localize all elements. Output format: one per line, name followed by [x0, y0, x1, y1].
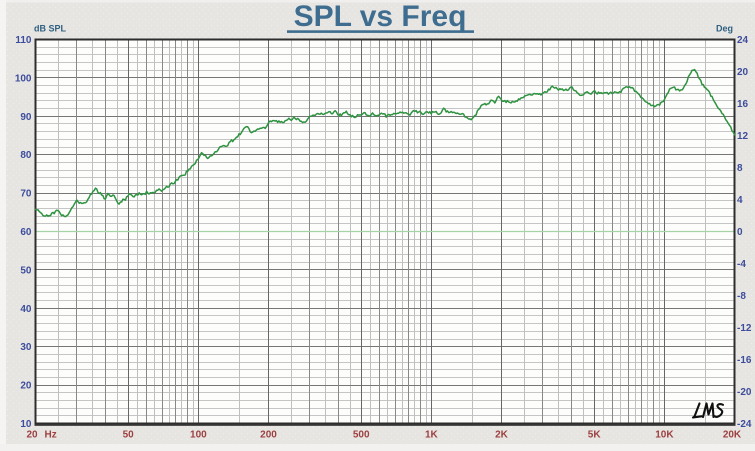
svg-text:20: 20 [26, 430, 38, 441]
svg-text:30: 30 [20, 342, 32, 353]
svg-text:4: 4 [737, 195, 743, 206]
svg-text:2K: 2K [495, 430, 509, 441]
svg-text:20K: 20K [723, 430, 742, 441]
svg-text:Hz: Hz [45, 430, 57, 441]
svg-text:0: 0 [737, 227, 743, 238]
svg-text:dB SPL: dB SPL [34, 24, 67, 34]
svg-text:100: 100 [190, 430, 207, 441]
svg-text:-24: -24 [737, 419, 752, 430]
svg-text:40: 40 [20, 304, 32, 315]
svg-text:24: 24 [737, 35, 749, 46]
svg-text:-16: -16 [737, 355, 752, 366]
svg-text:20: 20 [20, 381, 32, 392]
svg-text:60: 60 [20, 227, 32, 238]
svg-text:90: 90 [20, 112, 32, 123]
svg-text:-8: -8 [737, 291, 746, 302]
svg-text:10K: 10K [655, 430, 674, 441]
svg-text:-20: -20 [737, 387, 752, 398]
svg-text:1K: 1K [425, 430, 439, 441]
svg-text:20: 20 [737, 67, 749, 78]
svg-text:SPL vs Freq: SPL vs Freq [294, 0, 467, 33]
svg-text:200: 200 [260, 430, 277, 441]
svg-text:Deg: Deg [716, 24, 733, 34]
svg-text:10: 10 [20, 419, 32, 430]
svg-text:110: 110 [15, 35, 32, 46]
svg-text:-12: -12 [737, 323, 752, 334]
svg-text:80: 80 [20, 150, 32, 161]
svg-text:8: 8 [737, 163, 743, 174]
svg-text:5K: 5K [588, 430, 602, 441]
svg-text:16: 16 [737, 99, 749, 110]
svg-text:50: 50 [20, 265, 32, 276]
svg-text:100: 100 [15, 73, 32, 84]
svg-text:12: 12 [737, 131, 749, 142]
svg-text:70: 70 [20, 189, 32, 200]
svg-text:50: 50 [123, 430, 135, 441]
svg-text:500: 500 [353, 430, 370, 441]
svg-text:-4: -4 [737, 259, 746, 270]
